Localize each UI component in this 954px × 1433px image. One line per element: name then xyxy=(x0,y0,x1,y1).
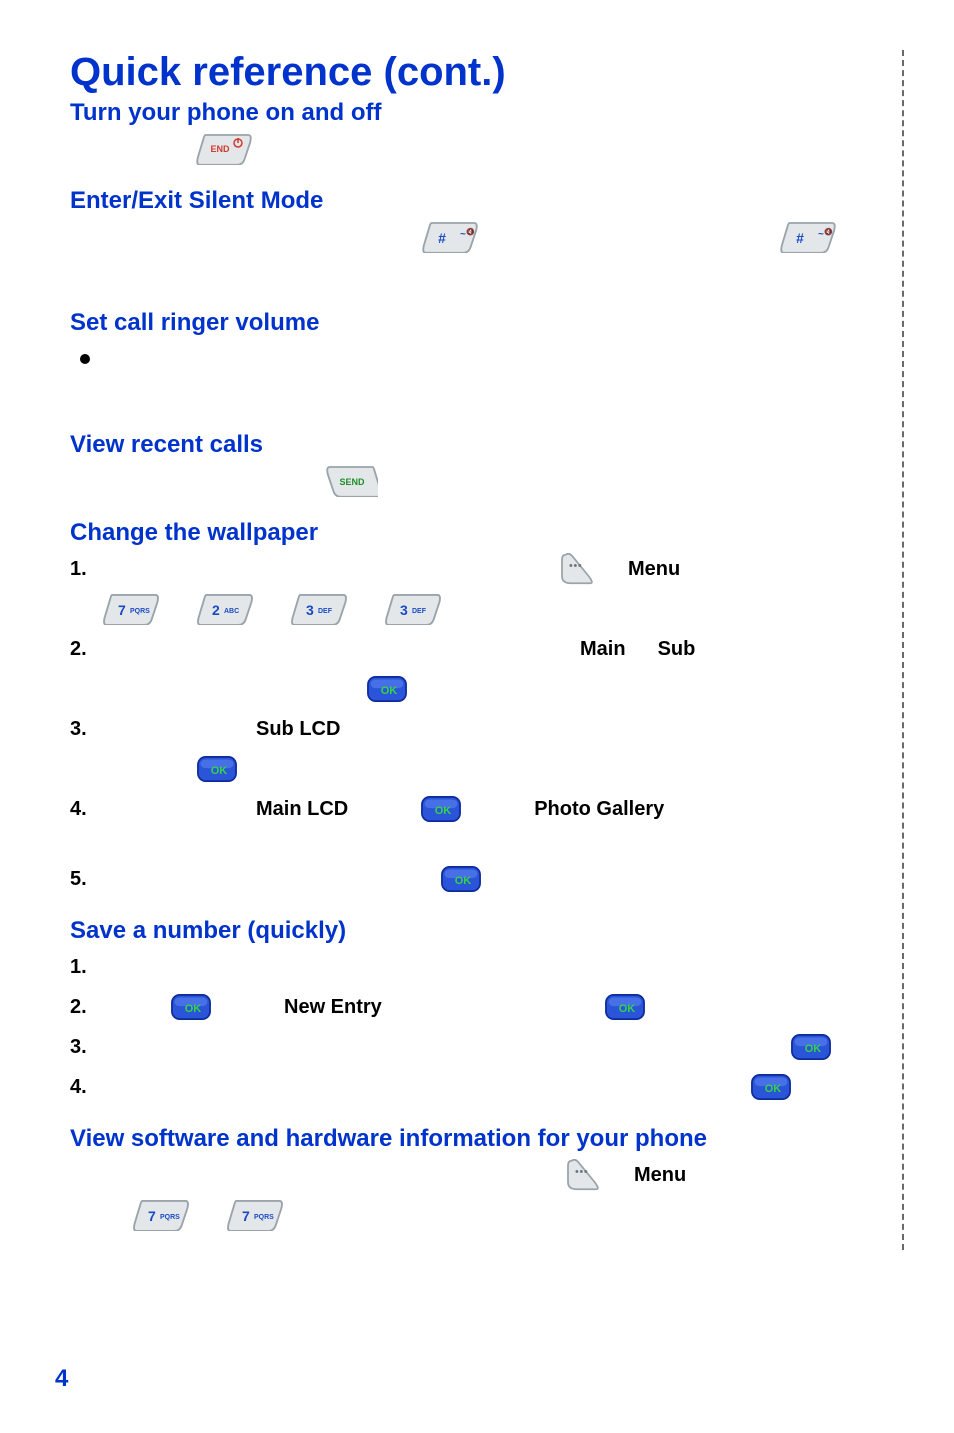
page-title: Quick reference (cont.) xyxy=(70,50,884,95)
ok-key-icon: OK xyxy=(366,676,408,702)
step-number: 4. xyxy=(70,1076,98,1099)
sub-label: Sub xyxy=(658,638,696,661)
svg-text:OK: OK xyxy=(381,685,398,697)
heading-ringer-volume: Set call ringer volume xyxy=(70,309,884,337)
svg-text:PQRS: PQRS xyxy=(130,608,150,615)
svg-text:OK: OK xyxy=(765,1083,782,1095)
save-step-4: 4. OK xyxy=(70,1069,884,1105)
section-view-info: View software and hardware information f… xyxy=(70,1125,884,1233)
wallpaper-step-4: 4. Main LCD OK Photo Gallery xyxy=(70,791,884,827)
ok-key-icon: OK xyxy=(604,994,646,1020)
svg-text:OK: OK xyxy=(185,1003,202,1015)
newentry-label: New Entry xyxy=(284,996,382,1019)
section-wallpaper: Change the wallpaper 1. Menu 7PQRS 2ABC … xyxy=(70,519,884,897)
heading-save-number: Save a number (quickly) xyxy=(70,917,884,945)
page-right-dashed-rule xyxy=(902,50,904,1250)
step-number: 3. xyxy=(70,718,98,741)
mainlcd-label: Main LCD xyxy=(256,798,348,821)
step-number: 5. xyxy=(70,868,98,891)
svg-text:#: # xyxy=(438,230,446,246)
send-key-icon: SEND xyxy=(322,465,378,497)
svg-text:7: 7 xyxy=(118,602,126,618)
svg-text:7: 7 xyxy=(148,1208,156,1224)
end-key-icon: END xyxy=(196,133,252,165)
ok-key-icon: OK xyxy=(750,1074,792,1100)
ok-key-icon: OK xyxy=(170,994,212,1020)
three-key-icon: 3 DEF xyxy=(288,593,350,625)
step-number: 2. xyxy=(70,996,98,1019)
heading-view-info: View software and hardware information f… xyxy=(70,1125,884,1153)
svg-text:DEF: DEF xyxy=(412,608,427,615)
svg-text:🔇: 🔇 xyxy=(466,227,475,236)
heading-turn-on-off: Turn your phone on and off xyxy=(70,99,884,127)
heading-silent-mode: Enter/Exit Silent Mode xyxy=(70,187,884,215)
step-number: 1. xyxy=(70,558,98,581)
softkey-icon xyxy=(566,1159,602,1191)
wallpaper-step-5: 5. OK xyxy=(70,861,884,897)
hash-key-icon: #~🔇 xyxy=(780,221,836,253)
svg-text:7: 7 xyxy=(242,1208,250,1224)
heading-wallpaper: Change the wallpaper xyxy=(70,519,884,547)
softkey-icon xyxy=(560,553,596,585)
svg-text:DEF: DEF xyxy=(318,608,333,615)
wallpaper-step-1: 1. Menu xyxy=(70,551,884,587)
main-label: Main xyxy=(580,638,626,661)
bullet-icon xyxy=(80,354,90,364)
svg-text:3: 3 xyxy=(400,602,408,618)
svg-text:END: END xyxy=(210,144,230,154)
seven-key-icon: 7 PQRS xyxy=(100,593,162,625)
svg-text:OK: OK xyxy=(619,1003,636,1015)
save-step-2: 2. OK New Entry OK xyxy=(70,989,884,1025)
wallpaper-step-3: 3. Sub LCD xyxy=(70,711,884,747)
sublcd-label: Sub LCD xyxy=(256,718,340,741)
save-step-1: 1. xyxy=(70,949,884,985)
wallpaper-step-2: 2. Main Sub xyxy=(70,631,884,667)
svg-text:PQRS: PQRS xyxy=(160,1214,180,1221)
svg-text:2: 2 xyxy=(212,602,220,618)
section-recent-calls: View recent calls SEND xyxy=(70,431,884,499)
heading-recent-calls: View recent calls xyxy=(70,431,884,459)
svg-text:SEND: SEND xyxy=(339,477,365,487)
seven-key-icon: 7 PQRS xyxy=(130,1199,192,1231)
ok-key-icon: OK xyxy=(420,796,462,822)
photogallery-label: Photo Gallery xyxy=(534,798,664,821)
svg-text:OK: OK xyxy=(435,805,452,817)
three-key-icon: 3 DEF xyxy=(382,593,444,625)
seven-key-icon: 7 PQRS xyxy=(224,1199,286,1231)
menu-label: Menu xyxy=(634,1164,686,1187)
ok-key-icon: OK xyxy=(196,756,238,782)
svg-text:3: 3 xyxy=(306,602,314,618)
section-save-number: Save a number (quickly) 1. 2. OK New Ent… xyxy=(70,917,884,1105)
menu-label: Menu xyxy=(628,558,680,581)
ok-key-icon: OK xyxy=(440,866,482,892)
step-number: 2. xyxy=(70,638,98,661)
step-number: 4. xyxy=(70,798,98,821)
section-silent-mode: Enter/Exit Silent Mode #~🔇 #~🔇 xyxy=(70,187,884,289)
step-number: 1. xyxy=(70,956,98,979)
svg-text:ABC: ABC xyxy=(224,608,239,615)
page-number: 4 xyxy=(55,1365,68,1393)
svg-text:OK: OK xyxy=(211,765,228,777)
two-key-icon: 2 ABC xyxy=(194,593,256,625)
svg-text:OK: OK xyxy=(805,1043,822,1055)
svg-text:🔇: 🔇 xyxy=(824,227,833,236)
svg-text:PQRS: PQRS xyxy=(254,1214,274,1221)
svg-text:OK: OK xyxy=(455,875,472,887)
hash-key-icon: #~🔇 xyxy=(422,221,478,253)
section-ringer-volume: Set call ringer volume xyxy=(70,309,884,411)
save-step-3: 3. OK xyxy=(70,1029,884,1065)
step-number: 3. xyxy=(70,1036,98,1059)
section-turn-on-off: Turn your phone on and off END xyxy=(70,99,884,167)
ok-key-icon: OK xyxy=(790,1034,832,1060)
svg-text:#: # xyxy=(796,230,804,246)
